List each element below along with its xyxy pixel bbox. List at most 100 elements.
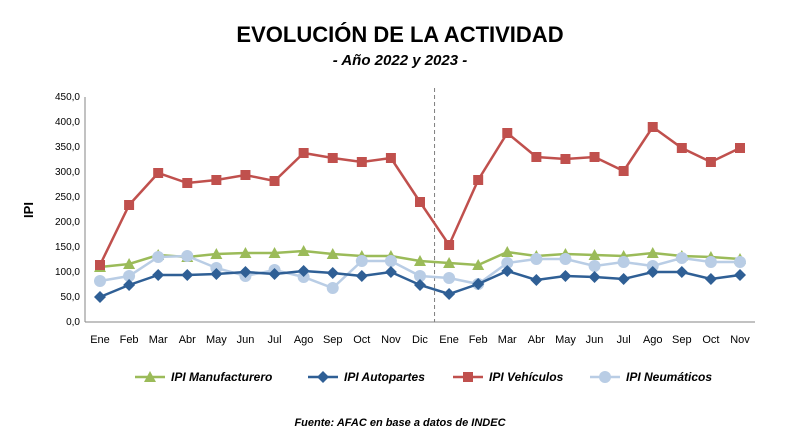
data-point-ipi-neumaticos [384,255,397,267]
data-point-ipi-manufacturero [297,245,310,256]
data-point-ipi-vehiculos [211,175,222,185]
data-point-ipi-neumaticos [355,255,368,267]
data-point-ipi-manufacturero [501,246,514,257]
legend-label: IPI Manufacturero [171,370,272,384]
y-tick-label: 50,0 [61,292,81,303]
x-tick-label: Sep [323,334,343,346]
data-point-ipi-autopartes [239,266,252,278]
data-point-ipi-autopartes [297,265,310,277]
data-point-ipi-vehiculos [705,157,716,167]
legend-label: IPI Vehículos [489,370,564,384]
data-point-ipi-neumaticos [152,251,165,263]
data-point-ipi-autopartes [152,269,165,281]
data-point-ipi-manufacturero [646,247,659,258]
data-point-ipi-autopartes [530,274,543,286]
x-tick-label: Dic [412,334,428,346]
x-tick-label: Ago [294,334,314,346]
data-point-ipi-autopartes [326,267,339,279]
source-note: Fuente: AFAC en base a datos de INDEC [294,417,506,429]
data-point-ipi-vehiculos [676,143,687,153]
data-point-ipi-vehiculos [385,153,396,163]
x-tick-label: Ene [439,334,459,346]
data-point-ipi-autopartes [675,266,688,278]
data-point-ipi-neumaticos [443,272,456,284]
y-tick-label: 0,0 [66,317,80,328]
data-point-ipi-autopartes [646,266,659,278]
legend-label: IPI Neumáticos [626,370,712,384]
x-tick-label: Oct [353,334,370,346]
series-line-ipi-vehiculos [98,125,741,266]
x-tick-label: Nov [730,334,750,346]
x-tick-label: Abr [528,334,545,346]
x-tick-label: Nov [381,334,401,346]
y-tick-label: 100,0 [55,267,80,278]
y-tick-label: 200,0 [55,217,80,228]
data-point-ipi-vehiculos [269,176,280,186]
data-point-ipi-vehiculos [647,122,658,132]
legend-marker [599,371,611,383]
data-point-ipi-manufacturero [414,255,426,266]
x-tick-label: Jul [268,334,282,346]
data-point-ipi-autopartes [414,279,426,291]
y-tick-label: 150,0 [55,242,80,253]
data-point-ipi-neumaticos [588,260,601,272]
series-ipi-vehiculos [95,122,745,270]
data-point-ipi-autopartes [472,278,485,290]
x-tick-label: Feb [120,334,139,346]
x-tick-label: Jul [617,334,631,346]
data-point-ipi-autopartes [501,265,514,277]
data-point-ipi-vehiculos [618,166,629,176]
legend-label: IPI Autopartes [344,370,425,384]
legend-marker [463,372,473,382]
data-point-ipi-autopartes [384,266,397,278]
x-tick-label: Jun [237,334,255,346]
data-point-ipi-vehiculos [356,157,367,167]
x-tick-label: May [206,334,227,346]
data-point-ipi-vehiculos [502,128,513,138]
data-point-ipi-autopartes [94,291,106,303]
data-point-ipi-autopartes [181,269,194,281]
data-point-ipi-manufacturero [268,247,281,258]
data-point-ipi-neumaticos [734,256,746,268]
data-point-ipi-manufacturero [472,259,485,270]
data-point-ipi-vehiculos [415,197,425,207]
y-tick-label: 300,0 [55,167,80,178]
data-point-ipi-neumaticos [704,256,717,268]
chart-title: EVOLUCIÓN DE LA ACTIVIDAD [236,22,564,47]
x-tick-label: Mar [498,334,517,346]
data-point-ipi-neumaticos [123,270,136,282]
data-point-ipi-autopartes [734,269,746,281]
legend-item-ipi-neumaticos: IPI Neumáticos [590,370,712,384]
x-tick-label: Ago [643,334,663,346]
series-ipi-autopartes [94,265,746,303]
data-point-ipi-autopartes [588,271,601,283]
chart-subtitle: - Año 2022 y 2023 - [332,52,468,69]
x-tick-label: Sep [672,334,692,346]
x-tick-label: Jun [586,334,604,346]
data-point-ipi-neumaticos [414,270,426,282]
data-point-ipi-neumaticos [326,282,339,294]
legend-item-ipi-vehiculos: IPI Vehículos [453,370,564,384]
data-point-ipi-vehiculos [327,153,338,163]
x-tick-label: Feb [469,334,488,346]
y-tick-label: 450,0 [55,92,80,103]
data-point-ipi-vehiculos [95,260,105,270]
legend-marker [317,371,329,383]
data-point-ipi-manufacturero [443,257,456,268]
data-point-ipi-autopartes [443,288,456,300]
legend-item-ipi-autopartes: IPI Autopartes [308,370,425,384]
data-point-ipi-vehiculos [182,178,193,188]
data-point-ipi-autopartes [355,270,368,282]
data-point-ipi-vehiculos [531,152,542,162]
data-point-ipi-autopartes [123,279,136,291]
y-tick-label: 250,0 [55,192,80,203]
data-point-ipi-autopartes [704,273,717,285]
data-point-ipi-manufacturero [239,247,252,258]
data-point-ipi-manufacturero [210,248,223,259]
x-tick-label: Ene [90,334,110,346]
data-point-ipi-manufacturero [123,258,136,269]
data-point-ipi-neumaticos [559,253,572,265]
data-point-ipi-neumaticos [181,250,194,262]
data-point-ipi-vehiculos [560,154,571,164]
